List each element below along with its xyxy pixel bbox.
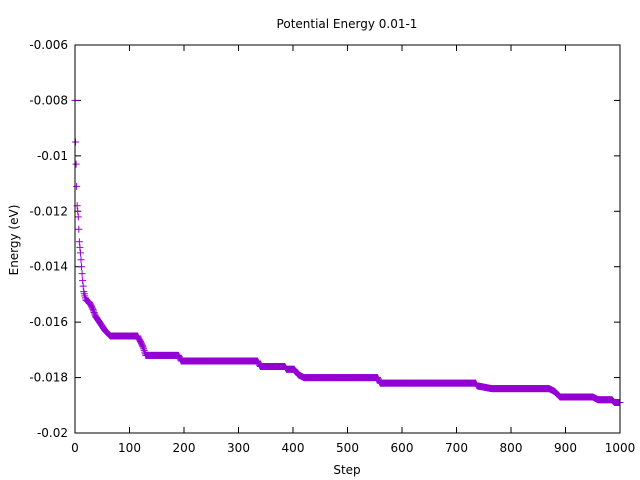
x-tick-label: 900 bbox=[554, 441, 577, 455]
axis-ticks: 0 100 200 300 400 500 600 700 800 900 1000 -0.02 -0.… bbox=[29, 38, 635, 455]
x-tick-label: 800 bbox=[500, 441, 523, 455]
data-point bbox=[72, 138, 80, 146]
y-tick-label: -0.018 bbox=[29, 371, 68, 385]
chart-title: Potential Energy 0.01-1 bbox=[277, 17, 418, 31]
x-tick-label: 1000 bbox=[605, 441, 636, 455]
y-tick-label: -0.02 bbox=[37, 426, 68, 440]
data-point bbox=[74, 213, 82, 221]
x-tick-label: 400 bbox=[282, 441, 305, 455]
data-point bbox=[75, 225, 83, 233]
data-point bbox=[140, 345, 148, 353]
data-point bbox=[79, 277, 87, 285]
x-tick-label: 200 bbox=[173, 441, 196, 455]
y-tick-label: -0.016 bbox=[29, 315, 68, 329]
y-axis-label: Energy (eV) bbox=[7, 205, 21, 276]
y-tick-label: -0.014 bbox=[29, 260, 68, 274]
data-point bbox=[75, 238, 83, 246]
data-point bbox=[139, 343, 147, 351]
x-tick-label: 600 bbox=[391, 441, 414, 455]
data-points bbox=[71, 96, 624, 407]
data-point bbox=[72, 160, 80, 168]
data-point bbox=[78, 270, 86, 278]
data-point bbox=[73, 182, 81, 190]
data-point bbox=[78, 263, 86, 271]
x-tick-label: 500 bbox=[336, 441, 359, 455]
y-tick-label: -0.006 bbox=[29, 38, 68, 52]
x-axis-label: Step bbox=[333, 463, 360, 477]
data-point bbox=[140, 346, 148, 354]
data-point bbox=[76, 243, 84, 251]
y-tick-label: -0.01 bbox=[37, 149, 68, 163]
x-tick-label: 100 bbox=[118, 441, 141, 455]
data-point bbox=[79, 282, 87, 290]
x-tick-label: 0 bbox=[71, 441, 79, 455]
data-point bbox=[76, 249, 84, 257]
y-tick-label: -0.012 bbox=[29, 204, 68, 218]
x-tick-label: 300 bbox=[227, 441, 250, 455]
y-tick-label: -0.008 bbox=[29, 93, 68, 107]
data-point bbox=[77, 256, 85, 264]
x-tick-label: 700 bbox=[445, 441, 468, 455]
plot-frame bbox=[74, 44, 621, 434]
